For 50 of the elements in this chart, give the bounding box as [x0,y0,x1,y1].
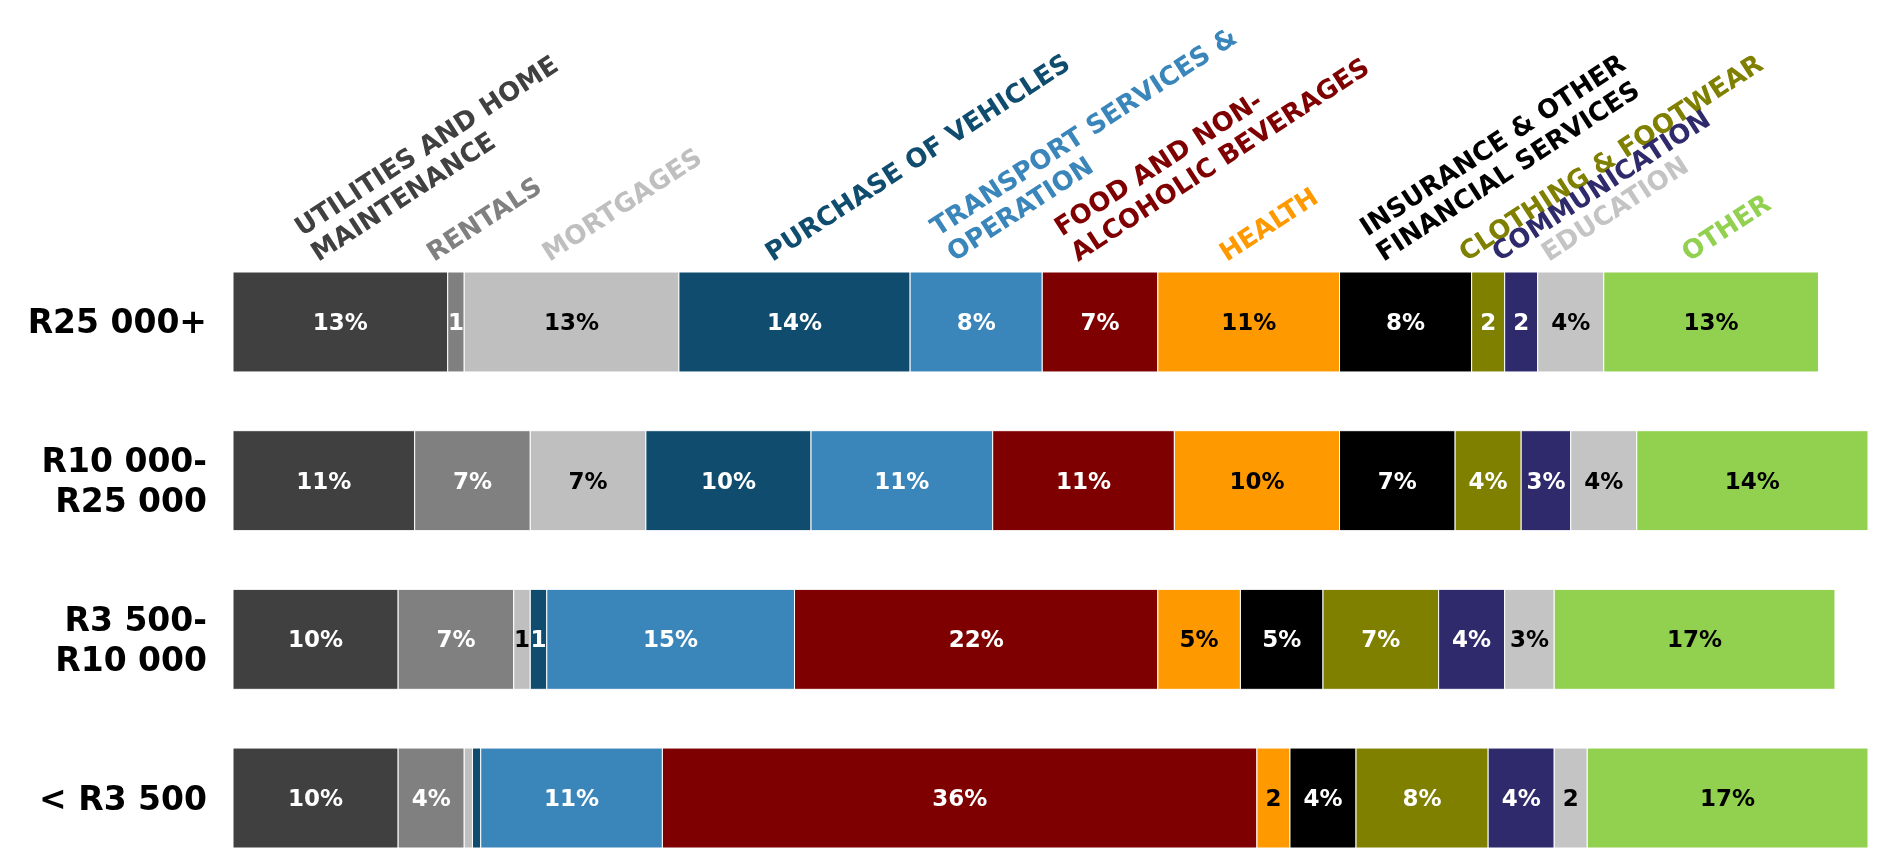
data-label: 17% [1667,626,1723,653]
data-label: 13% [544,308,600,335]
data-label: 10% [1229,467,1285,494]
data-label: 13% [1683,308,1739,335]
data-label: 7% [1377,467,1417,494]
data-label: 11% [544,785,600,812]
data-label: 7% [1361,626,1401,653]
data-label: 5% [1179,626,1219,653]
y-tick-label: < R3 500 [39,778,207,818]
data-label: 2 [1480,308,1497,335]
data-label: 4% [1452,626,1492,653]
data-label: 4% [411,785,451,812]
data-label: 1 [530,626,547,653]
data-label: 8% [1386,308,1426,335]
data-label: 14% [766,308,823,335]
data-label: 10% [288,626,344,653]
data-label: 10% [700,467,756,494]
data-label: 17% [1700,785,1756,812]
y-tick-label: R25 000+ [27,302,207,342]
data-label: 2 [1562,785,1579,812]
data-label: 7% [568,467,608,494]
data-label: 1 [447,308,464,335]
data-label: 4% [1551,308,1591,335]
data-label: 4% [1468,467,1508,494]
y-tick-label: R3 500-R10 000 [55,599,207,679]
data-label: 7% [1080,308,1120,335]
data-label: 8% [956,308,996,335]
data-label: 13% [312,308,368,335]
data-label: 2 [1513,308,1530,335]
data-label: 1 [514,626,531,653]
data-label: 4% [1303,785,1343,812]
data-label: 4% [1501,785,1541,812]
data-label: 8% [1402,785,1442,812]
data-label: 4% [1584,467,1624,494]
y-tick-label: R10 000-R25 000 [41,441,207,521]
data-label: 3% [1509,626,1549,653]
data-label: 14% [1724,467,1780,494]
data-label: 10% [288,785,344,812]
data-label: 11% [296,467,352,494]
data-label: 11% [1221,308,1277,335]
data-label: 22% [948,626,1004,653]
data-label: 3% [1526,467,1566,494]
data-label: 36% [932,785,988,812]
data-label: 7% [436,626,476,653]
data-label: 11% [1056,467,1112,494]
data-label: 2 [1265,785,1282,812]
data-label: 7% [452,467,492,494]
data-label: 15% [643,626,699,653]
data-label: 11% [874,467,930,494]
data-label: 5% [1262,626,1302,653]
